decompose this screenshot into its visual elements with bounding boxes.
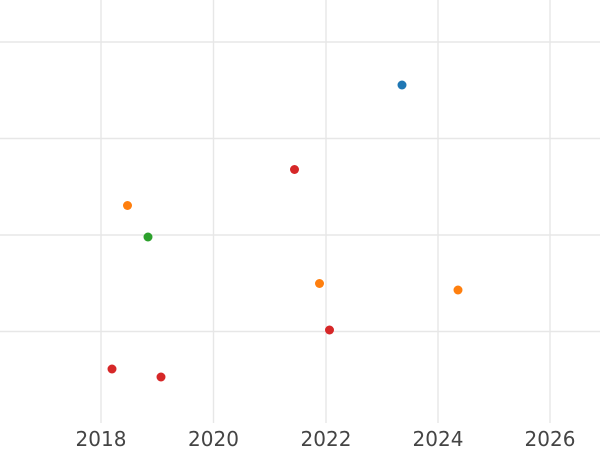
x-tick-label: 2022 [301,427,352,450]
scatter-point-red [325,325,334,335]
scatter-point-red [290,165,299,174]
gridlines [0,0,600,423]
x-tick-label: 2018 [76,427,127,450]
x-tick-labels: 2018 2020 2022 2024 2026 [76,427,576,450]
scatter-point-red [107,364,117,374]
scatter-point-orange [453,285,463,295]
scatter-point-red [156,372,166,382]
scatter-point-orange [315,279,324,288]
scatter-point-blue [397,80,407,90]
scatter-point-green [143,232,153,242]
scatter-point-orange [123,201,132,210]
x-tick-label: 2020 [188,427,239,450]
x-tick-label: 2024 [413,427,464,450]
x-tick-label: 2026 [525,427,576,450]
scatter-points [107,80,463,382]
